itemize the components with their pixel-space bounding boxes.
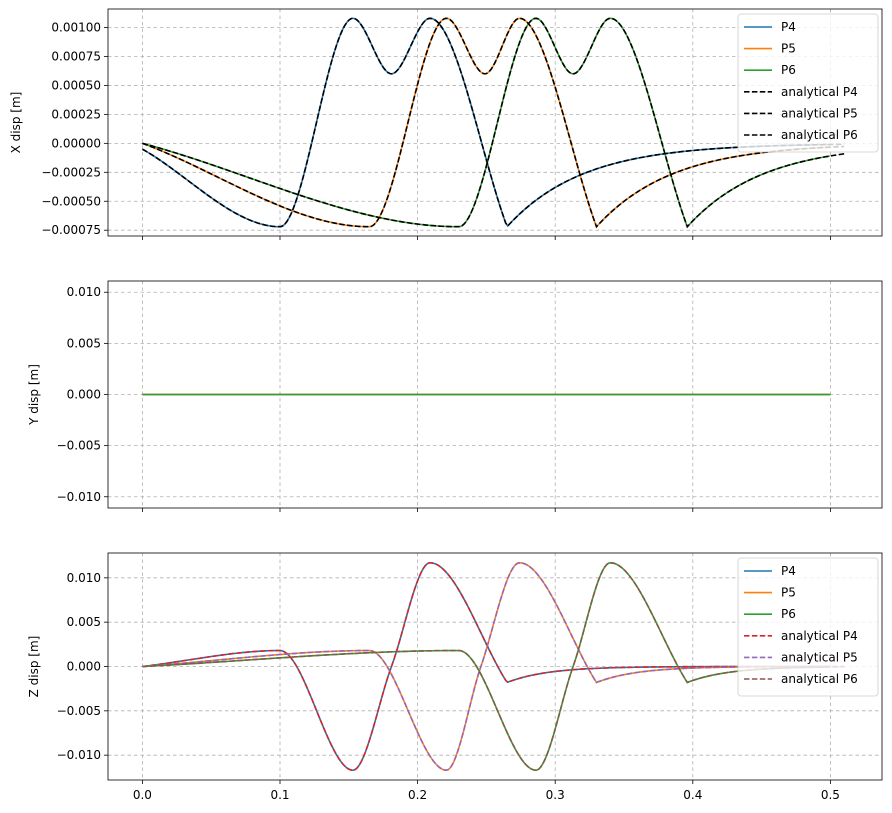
legend-label: P6 — [781, 63, 796, 77]
y-tick-label: −0.00025 — [41, 165, 101, 179]
legend-label: analytical P6 — [781, 128, 858, 142]
y-tick-label: 0.000 — [67, 660, 101, 674]
series-line-analytical-p4 — [142, 17, 845, 228]
legend-label: analytical P5 — [781, 106, 858, 120]
y-tick-label: 0.005 — [67, 615, 101, 629]
legend-label: P5 — [781, 42, 796, 56]
series-line-p6 — [142, 17, 830, 229]
legend-label: analytical P4 — [781, 629, 858, 643]
y-tick-label: −0.00075 — [41, 223, 101, 237]
axes-frame — [107, 8, 883, 237]
y-tick-label: 0.010 — [67, 571, 101, 585]
series-line-analytical-p6 — [142, 561, 845, 771]
x-tick-label: 0.2 — [408, 788, 427, 802]
legend-label: analytical P4 — [781, 85, 858, 99]
series-line-analytical-p4 — [142, 562, 845, 772]
series-line-p4 — [142, 17, 830, 228]
x-displacement-panel: −0.00075 −0.00050 −0.00025 0.00000 0.00025 0.… — [9, 8, 883, 240]
y-tick-label: −0.010 — [57, 490, 101, 504]
legend-label: P4 — [781, 564, 796, 578]
x-tick-label: 0.5 — [821, 788, 840, 802]
legend-label: P6 — [781, 607, 796, 621]
series-group — [142, 17, 845, 229]
y-tick-label: −0.005 — [57, 704, 101, 718]
y-axis-label: X disp [m] — [9, 92, 23, 154]
legend: P4 P5 P6 analytical P4 analytical P5 analytic… — [737, 13, 879, 153]
y-tick-label: 0.00100 — [51, 21, 101, 35]
y-tick-label: 0.010 — [67, 285, 101, 299]
legend-label: analytical P6 — [781, 672, 858, 686]
legend-label: P4 — [781, 20, 796, 34]
x-tick-label: 0.1 — [270, 788, 289, 802]
y-tick-label: −0.010 — [57, 748, 101, 762]
y-axis-label: Z disp [m] — [27, 636, 41, 698]
x-tick-label: 0.0 — [133, 788, 152, 802]
y-displacement-panel: −0.010 −0.005 0.000 0.005 0.010 Y disp [m] — [27, 280, 883, 512]
x-tick-label: 0.4 — [683, 788, 702, 802]
y-tick-label: 0.00050 — [51, 78, 101, 92]
legend: P4 P5 P6 analytical P4 analytical P5 analytic… — [737, 557, 879, 697]
series-group — [142, 561, 845, 772]
z-displacement-panel: 0.0 0.1 0.2 0.3 0.4 0.5 −0.010 −0.005 0.000 0.005… — [27, 552, 883, 802]
y-tick-label: 0.005 — [67, 336, 101, 350]
legend-box — [737, 13, 879, 153]
legend-label: P5 — [781, 586, 796, 600]
y-tick-label: 0.00025 — [51, 107, 101, 121]
series-line-p5 — [142, 17, 830, 229]
y-axis-label: Y disp [m] — [27, 364, 41, 426]
y-tick-label: −0.00050 — [41, 194, 101, 208]
y-tick-label: −0.005 — [57, 439, 101, 453]
series-line-analytical-p6 — [142, 17, 845, 229]
legend-box — [737, 557, 879, 697]
y-tick-label: 0.00075 — [51, 49, 101, 63]
x-tick-label: 0.3 — [546, 788, 565, 802]
legend-label: analytical P5 — [781, 650, 858, 664]
series-line-analytical-p5 — [142, 17, 845, 229]
y-tick-label: 0.00000 — [51, 136, 101, 150]
y-tick-label: 0.000 — [67, 388, 101, 402]
